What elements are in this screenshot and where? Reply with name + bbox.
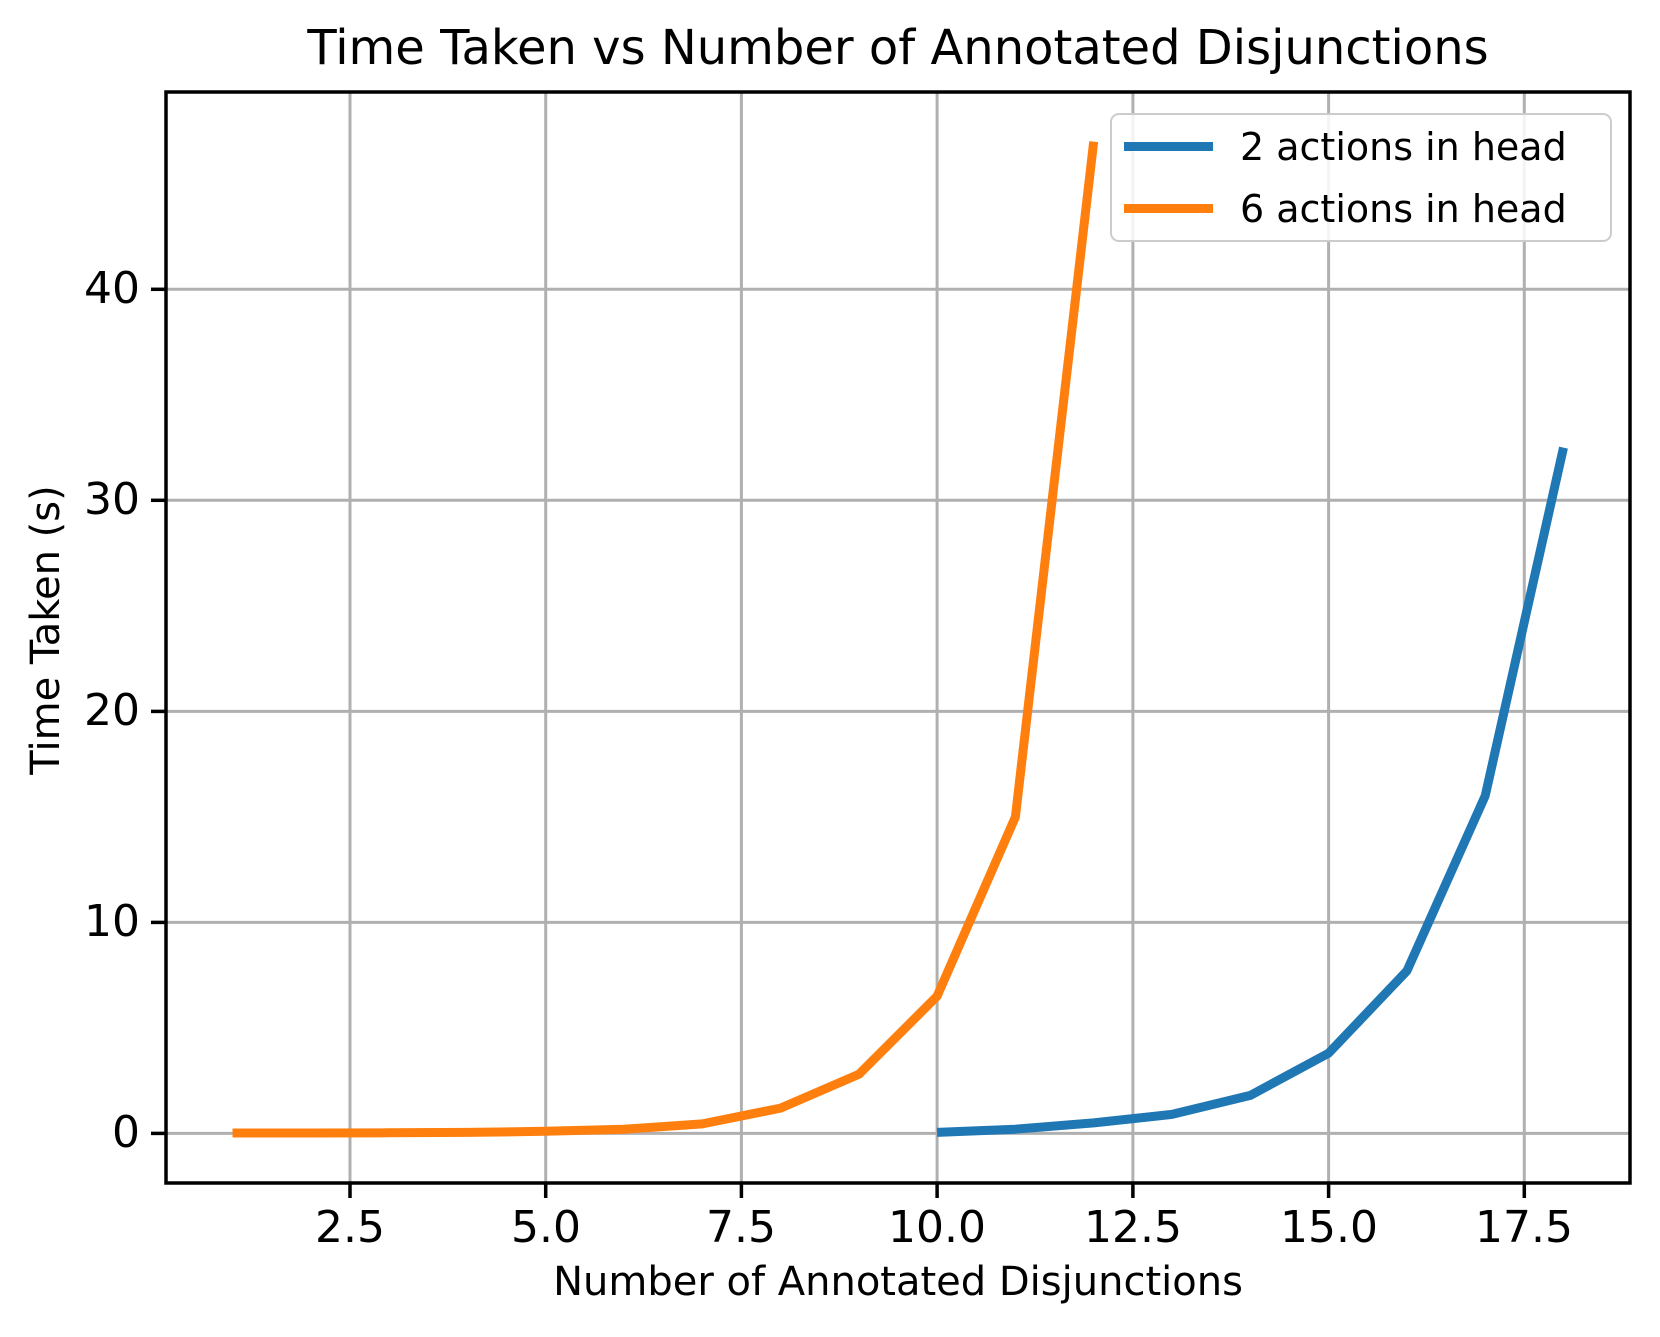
plot-border — [164, 90, 1632, 1185]
y-tick-label: 10 — [84, 896, 140, 947]
y-tick-label: 40 — [84, 263, 140, 314]
legend-label: 2 actions in head — [1240, 124, 1567, 169]
legend-label: 6 actions in head — [1240, 186, 1567, 231]
x-tick-label: 5.0 — [511, 1202, 581, 1253]
legend: 2 actions in head 6 actions in head — [1110, 113, 1612, 242]
y-tick-label: 30 — [84, 474, 140, 525]
x-tick-label: 2.5 — [315, 1202, 385, 1253]
x-tick-label: 12.5 — [1084, 1202, 1182, 1253]
chart-title: Time Taken vs Number of Annotated Disjun… — [307, 20, 1489, 76]
series-line-6-actions-in-head — [232, 141, 1099, 1138]
legend-swatch-line-icon — [1124, 204, 1213, 213]
x-tick-label: 7.5 — [706, 1202, 776, 1253]
x-tick-label: 15.0 — [1280, 1202, 1378, 1253]
y-tick-label: 20 — [84, 685, 140, 736]
x-axis-label: Number of Annotated Disjunctions — [553, 1259, 1243, 1305]
x-tick-label: 17.5 — [1475, 1202, 1573, 1253]
x-tick-label: 10.0 — [888, 1202, 986, 1253]
series-line-2-actions-in-head — [936, 446, 1568, 1137]
y-tick-label: 0 — [112, 1107, 140, 1158]
legend-item: 6 actions in head — [1124, 178, 1610, 240]
legend-swatch-line-icon — [1124, 142, 1213, 151]
legend-item: 2 actions in head — [1124, 116, 1610, 178]
